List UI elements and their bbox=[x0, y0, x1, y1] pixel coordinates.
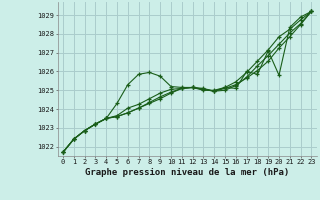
X-axis label: Graphe pression niveau de la mer (hPa): Graphe pression niveau de la mer (hPa) bbox=[85, 168, 289, 177]
